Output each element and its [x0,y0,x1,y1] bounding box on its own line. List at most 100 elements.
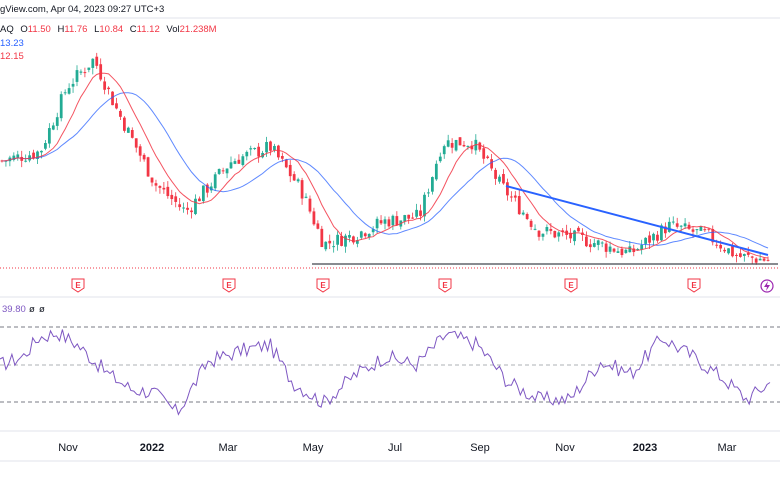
candle-body [134,138,138,148]
candle-body [427,192,430,194]
earnings-marker[interactable]: E [316,278,330,293]
earnings-marker[interactable]: E [71,278,85,293]
candle-body [569,232,572,239]
candle-body [671,221,675,223]
candle-body [395,216,399,226]
x-tick-label: Sep [470,442,490,454]
candle-body [727,248,730,254]
candle-body [170,194,174,200]
symbol-label: AQ [0,24,14,35]
candle-body [411,217,415,219]
candle-body [506,182,509,196]
candle-body [509,196,513,198]
svg-text:E: E [320,281,326,290]
candle-body [482,148,486,159]
candle-body [249,148,253,150]
candle-body [233,161,237,164]
candle-body [573,230,576,242]
candle-body [521,212,525,215]
candle-body [549,228,553,231]
candle-body [95,56,99,66]
candle-body [324,241,328,250]
candle-body [754,258,758,263]
time-axis: Nov 2022 Mar May Jul Sep Nov 2023 Mar [58,442,737,454]
candle-body [316,223,320,229]
candle-body [735,254,738,256]
candle-body [142,154,146,160]
candle-body [683,223,687,227]
chart-source-text: gView.com, Apr 04, 2023 09:27 UTC+3 [0,4,165,15]
rsi-value-label: 39.80 [2,304,26,315]
candle-body [241,156,245,165]
candle-body [715,244,719,246]
candle-body [545,227,549,232]
candle-body [352,236,355,243]
earnings-marker[interactable]: E [438,278,452,293]
candle-body [111,91,114,106]
candle-body [158,186,162,188]
candle-body [434,163,438,180]
candle-body [229,162,233,169]
candle-body [198,198,201,202]
candle-body [656,234,659,241]
candle-body [304,196,308,198]
candle-body [431,177,434,192]
candle-body [51,125,55,130]
candle-body [612,248,616,252]
candle-body [245,151,249,157]
earnings-marker[interactable]: E [222,278,236,293]
high-key: H [57,24,65,35]
candle-body [632,248,636,253]
candle-body [344,235,347,247]
candle-body [403,215,407,222]
x-tick-label: Jul [388,442,402,454]
x-tick-label: 2022 [140,442,164,454]
candle-body [529,220,533,227]
volume-key: Vol [166,24,180,35]
candle-body [332,246,336,248]
earnings-marker[interactable]: E [687,278,701,293]
candle-body [585,236,588,247]
candle-body [119,110,122,117]
descending-trendline[interactable] [505,185,769,256]
candle-body [423,194,426,217]
candle-body [40,150,43,153]
close-key: C [129,24,137,35]
low-key: L [94,24,100,35]
earnings-marker[interactable]: E [564,278,578,293]
candle-body [486,156,490,159]
candle-body [450,143,454,148]
candle-body [186,207,189,210]
candle-body [561,230,565,233]
candle-body [340,235,343,246]
candle-body [308,198,312,212]
candle-body [154,183,158,186]
candle-body [624,249,628,253]
candle-body [557,232,561,237]
candle-body [383,219,387,224]
candle-body [115,103,118,109]
x-tick-label: Mar [219,442,238,454]
candle-body [442,146,446,155]
candle-body [320,228,324,248]
x-tick-label: 2023 [633,442,657,454]
candle-body [652,233,655,241]
candle-body [592,243,596,247]
candle-body [513,195,517,198]
candle-body [103,81,107,90]
candle-body [415,209,418,217]
candle-body [758,258,762,261]
open-value: 11.50 [27,24,51,35]
candle-body [355,240,359,244]
candle-body [75,70,79,82]
candle-body [150,177,154,183]
x-tick-label: Nov [58,442,78,454]
candle-body [419,210,422,216]
candle-body [79,71,83,73]
candle-body [44,143,47,149]
lightning-icon[interactable] [760,279,774,293]
candle-body [490,159,493,169]
candle-body [126,127,130,133]
candle-body [695,229,699,231]
